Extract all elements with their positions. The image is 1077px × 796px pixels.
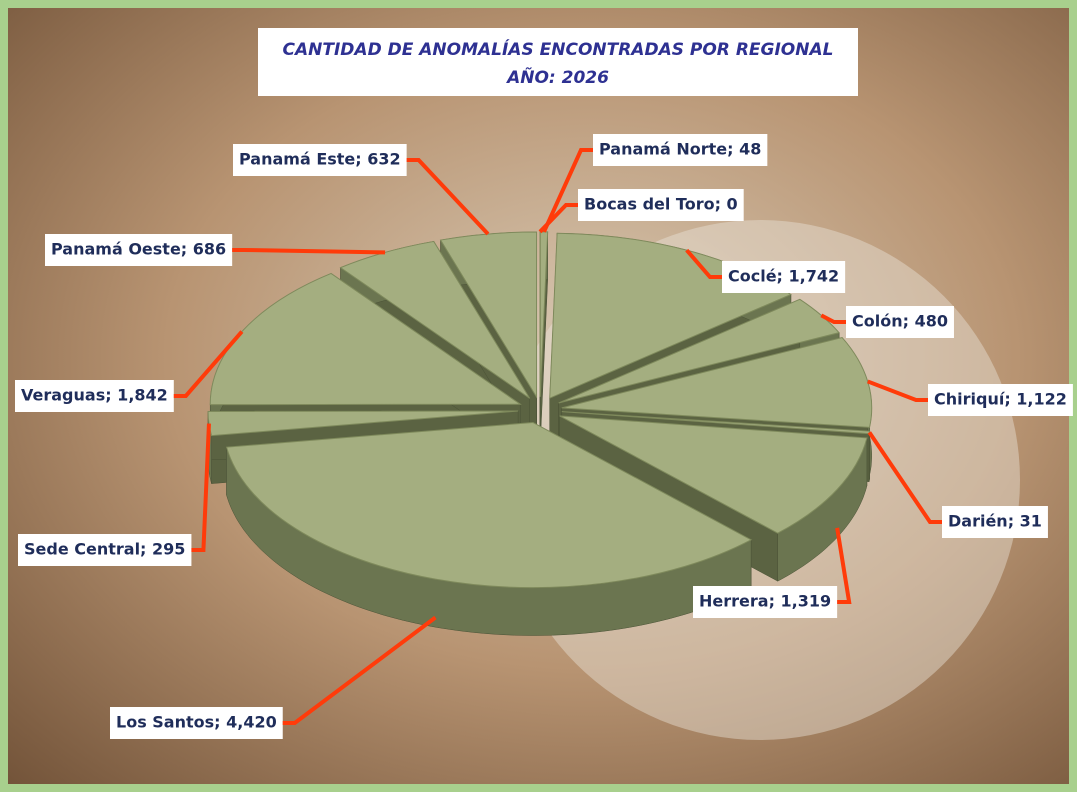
leader-line — [866, 379, 928, 402]
data-label: Panamá Este; 632 — [239, 150, 401, 169]
label-box — [942, 506, 1048, 538]
label-box — [18, 534, 192, 566]
data-label: Bocas del Toro; 0 — [584, 195, 738, 214]
label-box — [928, 384, 1073, 416]
leader-line — [542, 148, 593, 233]
data-label: Chiriquí; 1,122 — [934, 390, 1067, 409]
leader-line — [867, 431, 942, 524]
label-box — [593, 134, 768, 166]
slice — [225, 422, 753, 589]
data-label: Los Santos; 4,420 — [116, 713, 277, 732]
label-box — [15, 380, 174, 412]
label-box — [45, 234, 233, 266]
leader-line — [191, 423, 211, 552]
leader-line — [282, 615, 437, 725]
slice — [561, 336, 873, 428]
data-label: Veraguas; 1,842 — [21, 386, 168, 405]
data-label: Colón; 480 — [852, 312, 948, 331]
chart-subtitle: AÑO: 2026 — [505, 65, 609, 88]
data-label: Panamá Norte; 48 — [599, 140, 761, 159]
label-box — [233, 144, 407, 176]
slice-wall — [868, 431, 870, 482]
data-label: Coclé; 1,742 — [728, 267, 839, 286]
pie — [207, 231, 873, 636]
label-box — [846, 306, 954, 338]
leader-line — [685, 248, 722, 279]
label-box — [578, 189, 744, 221]
data-label: Herrera; 1,319 — [699, 592, 831, 611]
label-box — [693, 586, 838, 618]
data-label: Darién; 31 — [948, 512, 1042, 531]
chart-title: CANTIDAD DE ANOMALÍAS ENCONTRADAS POR RE… — [283, 38, 834, 60]
slice — [207, 410, 519, 437]
data-label: Sede Central; 295 — [24, 540, 185, 559]
leader-line — [835, 527, 852, 604]
title-box — [258, 28, 858, 96]
slice — [559, 415, 868, 534]
data-label: Panamá Oeste; 686 — [51, 240, 226, 259]
label-box — [110, 707, 283, 739]
slice — [439, 231, 538, 399]
label-box — [722, 261, 846, 293]
leader-line — [820, 313, 846, 324]
labels: Bocas del Toro; 0 Panamá Norte; 48 Coclé; … — [15, 134, 1073, 739]
leader-line — [232, 248, 386, 255]
leader-line — [406, 158, 490, 236]
leader-line — [173, 330, 244, 398]
